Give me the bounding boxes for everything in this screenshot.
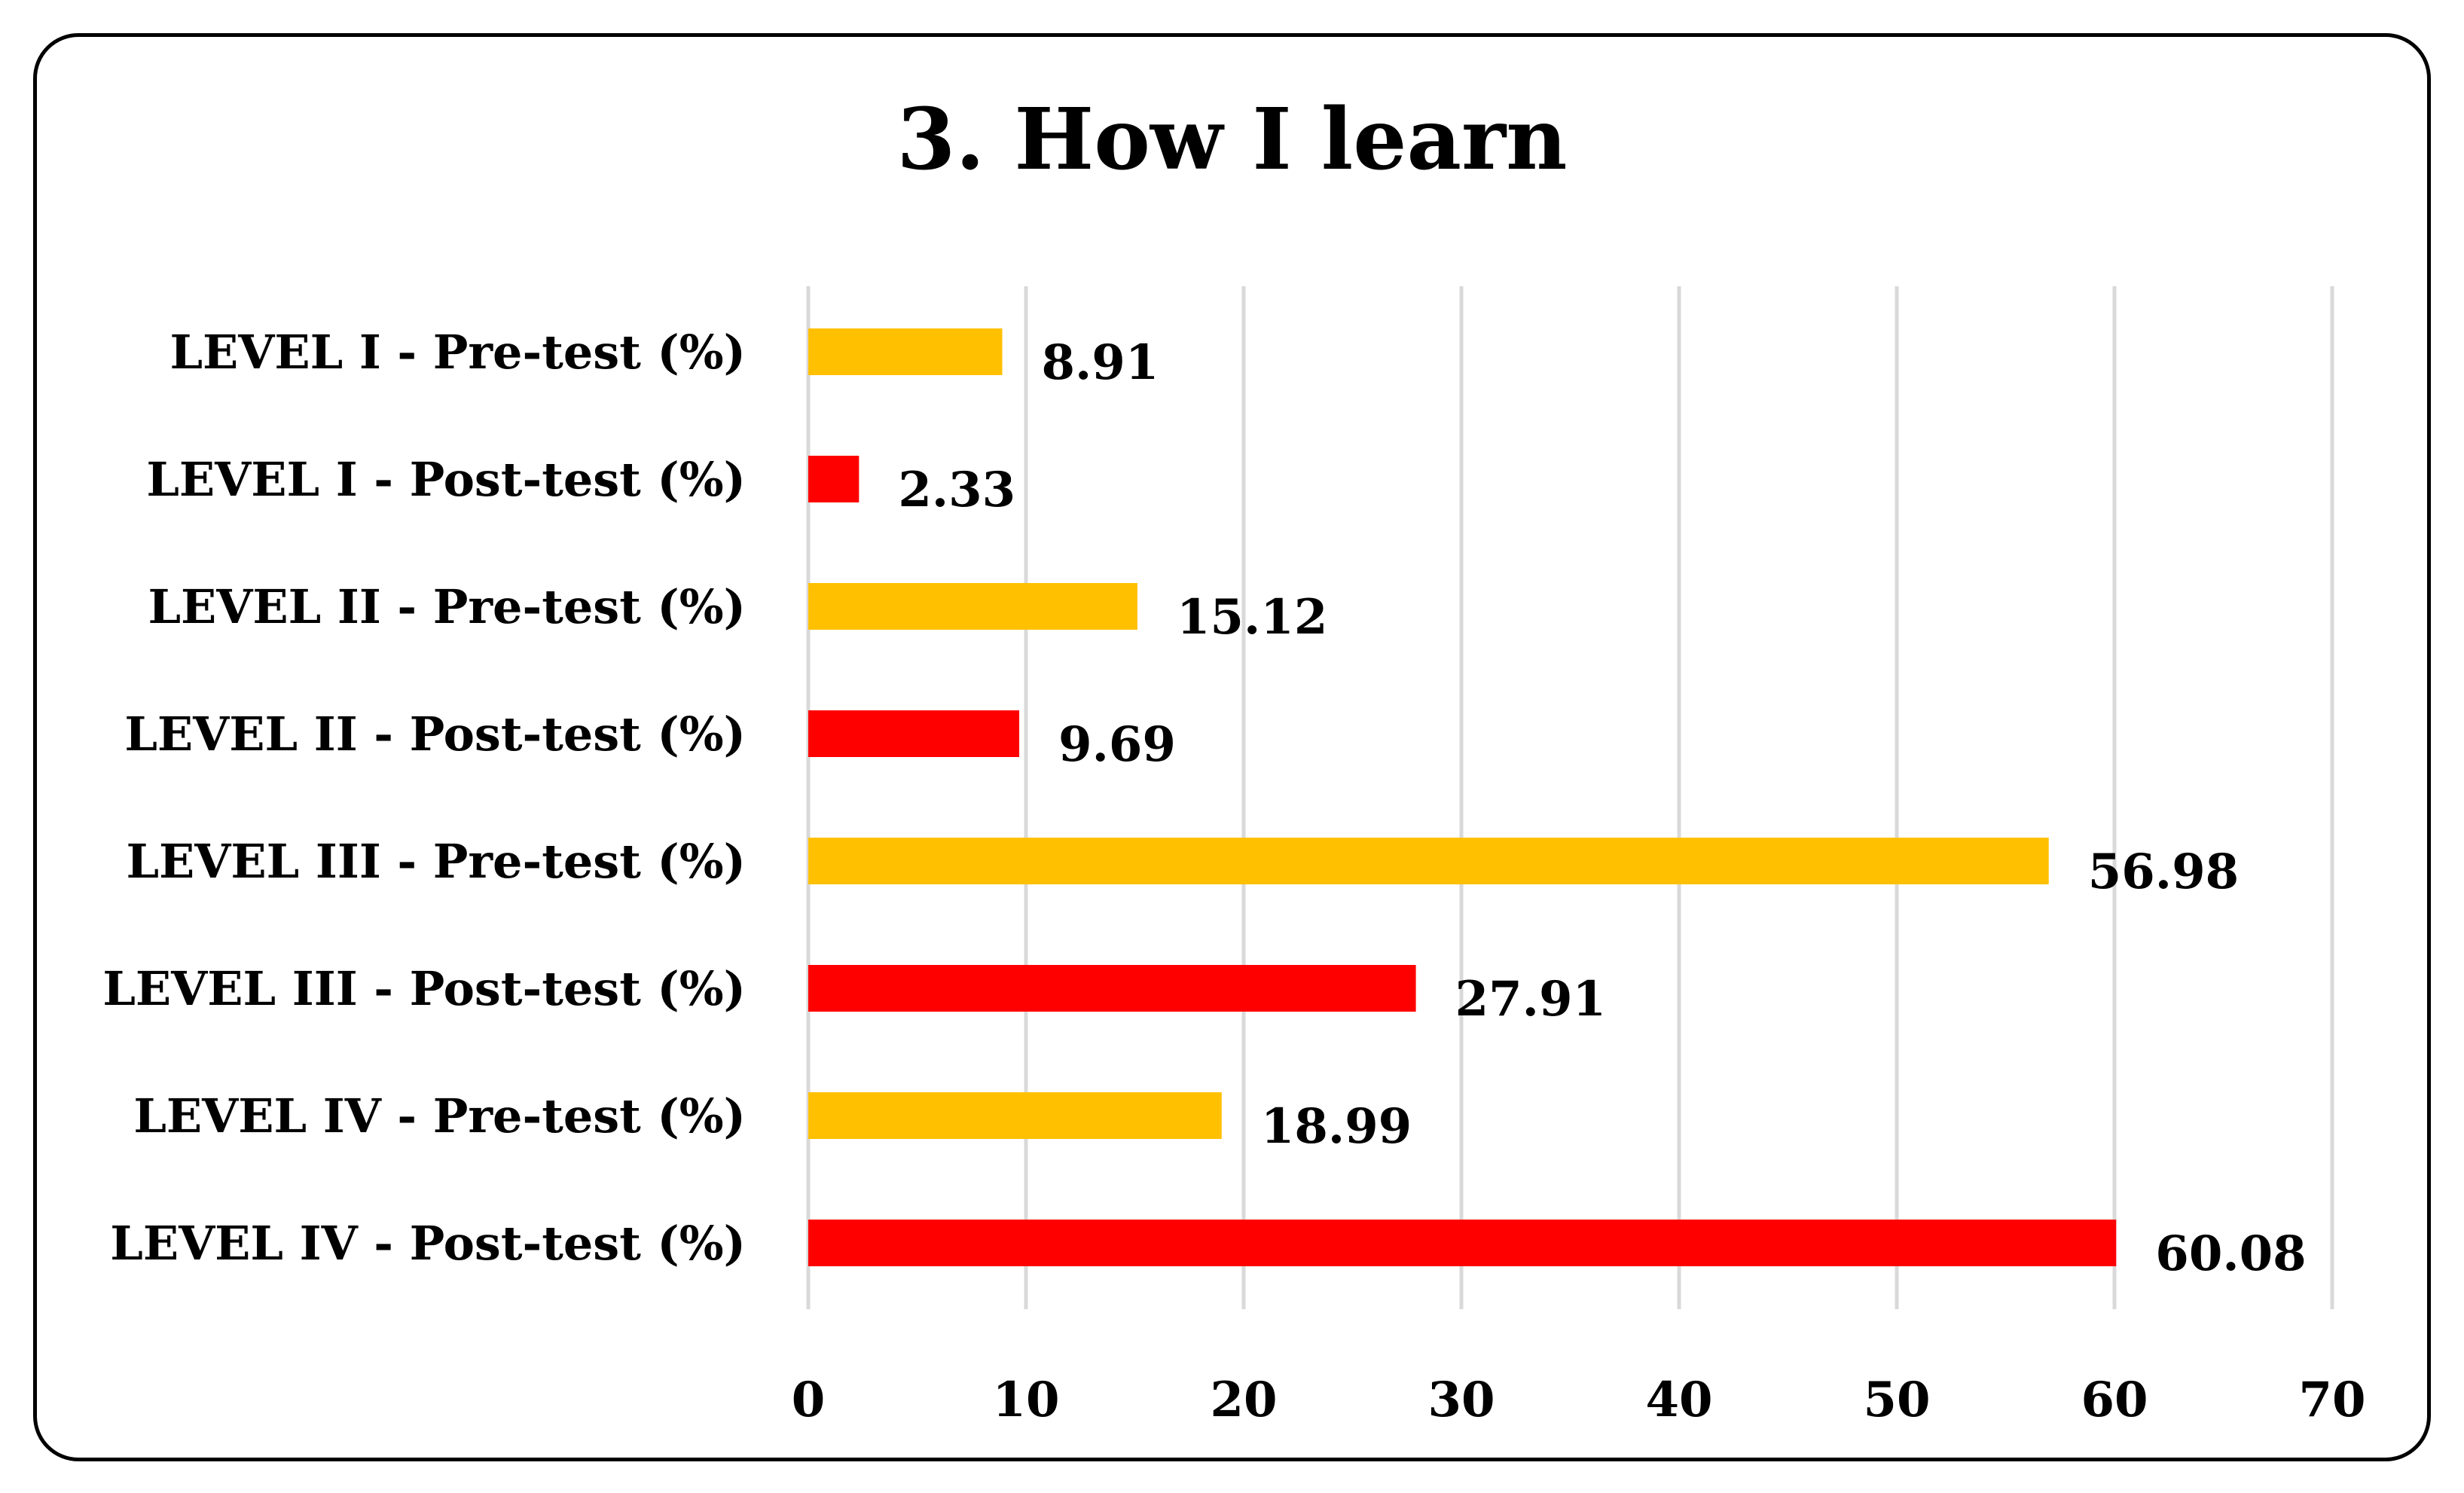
value-label: 27.91 (1455, 971, 1606, 1027)
value-label: 15.12 (1177, 589, 1327, 646)
category-label: LEVEL I - Post-test (%) (146, 452, 746, 507)
x-tick-label: 60 (2081, 1372, 2148, 1428)
category-label: LEVEL III - Pre-test (%) (126, 834, 746, 889)
value-label: 60.08 (2155, 1226, 2306, 1282)
bar-2 (808, 456, 859, 502)
x-tick-label: 40 (1645, 1372, 1712, 1428)
bar-4 (808, 710, 1020, 757)
x-tick-label: 0 (792, 1372, 826, 1428)
category-label: LEVEL IV - Pre-test (%) (133, 1088, 746, 1143)
x-tick-label: 10 (992, 1372, 1059, 1428)
category-label: LEVEL III - Post-test (%) (102, 961, 746, 1016)
category-label: LEVEL II - Post-test (%) (124, 707, 746, 762)
value-label: 56.98 (2088, 844, 2239, 900)
grid-layer (806, 286, 2334, 1309)
chart-title: 3. How I learn (896, 90, 1568, 189)
bar-6 (808, 965, 1416, 1012)
bar-7 (808, 1092, 1222, 1139)
category-label: LEVEL I - Pre-test (%) (169, 325, 746, 380)
bar-3 (808, 583, 1137, 630)
value-label: 2.33 (898, 462, 1015, 518)
bar-8 (808, 1220, 2117, 1266)
bar-5 (808, 838, 2049, 884)
value-label: 8.91 (1041, 334, 1159, 391)
x-tick-label: 20 (1210, 1372, 1277, 1428)
category-label: LEVEL II - Pre-test (%) (148, 579, 746, 634)
bar-layer (808, 328, 2117, 1266)
category-label: LEVEL IV - Post-test (%) (110, 1216, 746, 1271)
label-layer: 0 10 20 30 40 50 60 70 LEVEL I - Pre-test (%) 8.9… (102, 325, 2365, 1428)
bar-1 (808, 328, 1003, 375)
value-label: 18.99 (1261, 1098, 1412, 1155)
x-tick-label: 30 (1427, 1372, 1495, 1428)
x-tick-label: 70 (2298, 1372, 2365, 1428)
x-tick-label: 50 (1863, 1372, 1930, 1428)
value-label: 9.69 (1058, 716, 1176, 773)
